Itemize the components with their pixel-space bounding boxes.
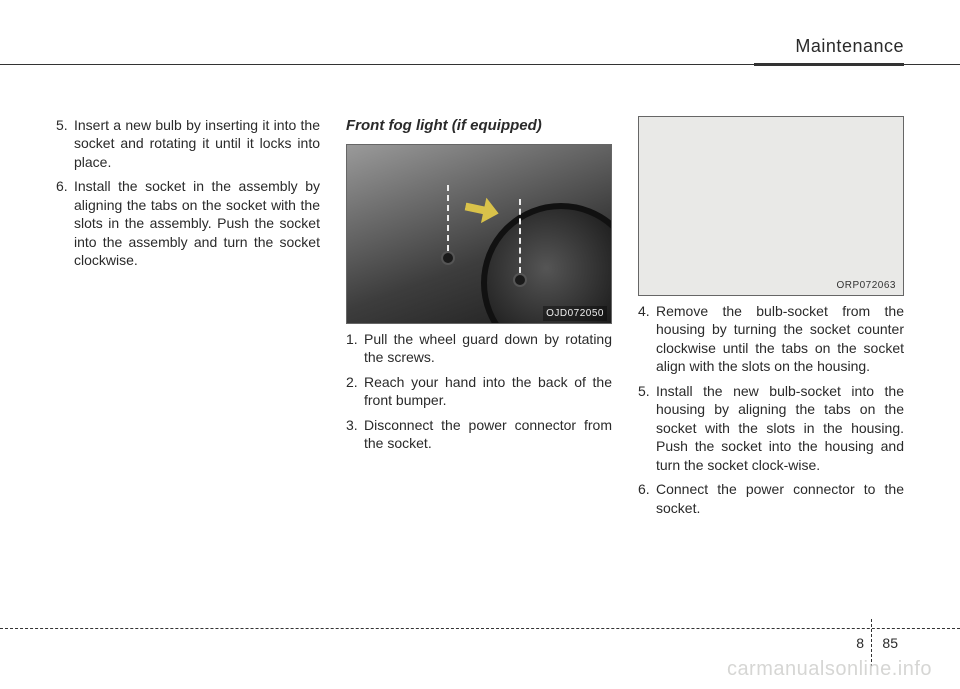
- guide-line: [519, 199, 521, 273]
- header-rule: [0, 64, 960, 65]
- list-number: 2.: [346, 373, 364, 410]
- list-item: 1. Pull the wheel guard down by rotating…: [346, 330, 612, 367]
- screw-icon: [515, 275, 525, 285]
- screw-icon: [443, 253, 453, 263]
- list-number: 1.: [346, 330, 364, 367]
- column-1: 5. Insert a new bulb by inserting it int…: [56, 116, 320, 523]
- list-item: 5. Install the new bulb-socket into the …: [638, 382, 904, 474]
- section-title: Maintenance: [795, 36, 904, 57]
- list-text: Install the new bulb-socket into the hou…: [656, 382, 904, 474]
- list-item: 4. Remove the bulb-socket from the housi…: [638, 302, 904, 376]
- list-item: 2. Reach your hand into the back of the …: [346, 373, 612, 410]
- list-text: Insert a new bulb by inserting it into t…: [74, 116, 320, 171]
- list-number: 6.: [638, 480, 656, 517]
- manual-page: Maintenance 5. Insert a new bulb by inse…: [0, 0, 960, 689]
- list-text: Connect the power connector to the socke…: [656, 480, 904, 517]
- chapter-number: 8: [856, 635, 864, 651]
- watermark: carmanualsonline.info: [727, 658, 932, 681]
- list-item: 5. Insert a new bulb by inserting it int…: [56, 116, 320, 171]
- list-text: Reach your hand into the back of the fro…: [364, 373, 612, 410]
- footer-rule: [0, 628, 960, 629]
- subheading: Front fog light (if equipped): [346, 116, 612, 136]
- column-2: Front fog light (if equipped) OJD072050 …: [346, 116, 612, 523]
- figure-photo: OJD072050: [346, 144, 612, 324]
- figure-photo: ORP072063: [638, 116, 904, 296]
- column-3: ORP072063 4. Remove the bulb-socket from…: [638, 116, 904, 523]
- arrow-icon: [463, 194, 502, 227]
- list-item: 3. Disconnect the power connector from t…: [346, 416, 612, 453]
- image-code: ORP072063: [833, 278, 899, 293]
- list-text: Disconnect the power connector from the …: [364, 416, 612, 453]
- list-text: Install the socket in the assembly by al…: [74, 177, 320, 269]
- list-number: 4.: [638, 302, 656, 376]
- list-text: Remove the bulb-socket from the housing …: [656, 302, 904, 376]
- page-number: 85: [882, 635, 898, 651]
- content-columns: 5. Insert a new bulb by inserting it int…: [56, 116, 904, 523]
- list-number: 5.: [56, 116, 74, 171]
- guide-line: [447, 185, 449, 251]
- list-text: Pull the wheel guard down by rotating th…: [364, 330, 612, 367]
- list-item: 6. Connect the power connector to the so…: [638, 480, 904, 517]
- list-number: 6.: [56, 177, 74, 269]
- list-number: 3.: [346, 416, 364, 453]
- list-number: 5.: [638, 382, 656, 474]
- image-code: OJD072050: [543, 306, 607, 321]
- list-item: 6. Install the socket in the assembly by…: [56, 177, 320, 269]
